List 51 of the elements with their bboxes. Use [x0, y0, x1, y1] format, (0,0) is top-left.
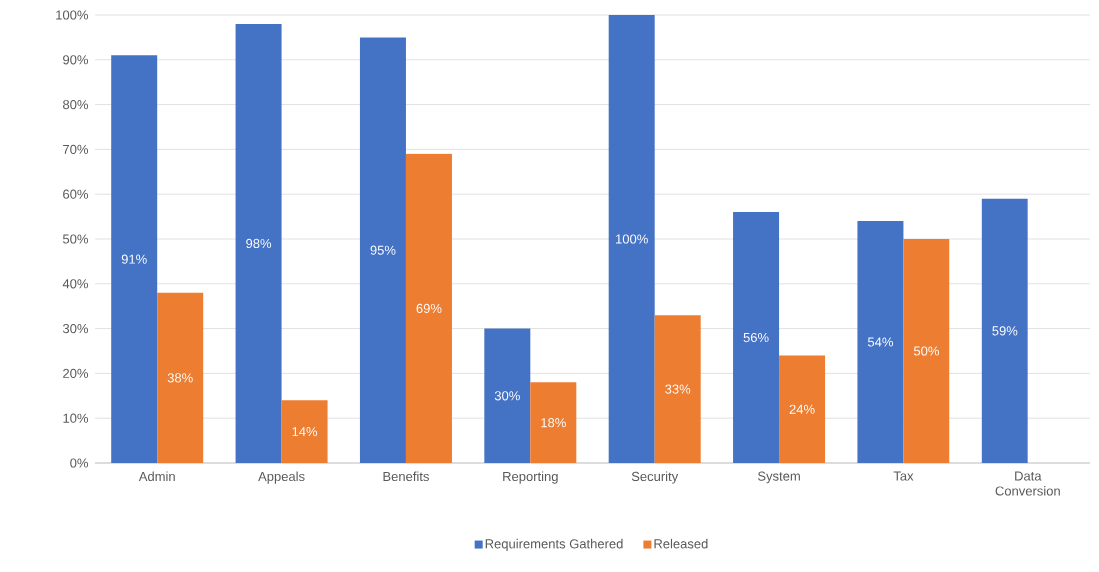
data-label: 56%: [743, 332, 769, 343]
x-tick-label: Admin: [138, 471, 175, 482]
y-tick-label: 90%: [63, 55, 89, 65]
data-label: 18%: [541, 418, 566, 428]
bar: [608, 14, 655, 463]
bar: [235, 23, 282, 463]
x-tick-label: Reporting: [503, 471, 558, 484]
data-label: 33%: [665, 384, 691, 394]
y-tick-label: 20%: [63, 368, 89, 378]
data-label: 50%: [913, 346, 939, 356]
data-label: 95%: [370, 245, 396, 255]
bar: [157, 292, 204, 463]
bar: [903, 238, 950, 463]
data-label: 30%: [494, 391, 520, 401]
y-tick-label: 100%: [56, 10, 89, 20]
y-tick-label: 10%: [63, 413, 89, 423]
x-tick-label: Appeals: [258, 471, 305, 484]
bar: [733, 212, 780, 463]
y-tick-label: 40%: [62, 279, 89, 289]
y-tick-label: 70%: [63, 144, 89, 154]
bar: [484, 328, 531, 463]
data-label: 38%: [167, 373, 193, 383]
bar: [530, 382, 577, 463]
data-label: 98%: [246, 238, 272, 249]
x-tick-label: Data Conversion: [995, 471, 1060, 496]
y-tick-label: 60%: [63, 189, 89, 199]
data-label: 100%: [616, 234, 648, 244]
bar: [281, 400, 328, 463]
bar: [111, 55, 158, 463]
legend-label: Released: [654, 538, 708, 549]
legend-label: Requirements Gathered: [485, 538, 623, 551]
bar: [359, 37, 406, 463]
y-tick-label: 30%: [62, 323, 89, 334]
y-tick-label: 0%: [70, 458, 89, 468]
data-label: 91%: [121, 254, 147, 264]
data-label: 24%: [789, 404, 815, 414]
bar: [857, 221, 904, 463]
data-label: 69%: [416, 303, 442, 314]
x-tick-label: Benefits: [383, 471, 429, 482]
x-tick-label: Tax: [893, 471, 914, 481]
data-label: 59%: [992, 326, 1018, 336]
y-tick-label: 50%: [62, 234, 89, 244]
x-tick-label: System: [757, 471, 800, 484]
y-tick-label: 80%: [63, 99, 89, 110]
data-label: 54%: [867, 337, 893, 347]
bar: [654, 315, 701, 463]
bar: [981, 198, 1028, 463]
bar: [779, 355, 826, 463]
bar: [405, 153, 452, 463]
data-label: 14%: [292, 427, 318, 437]
x-tick-label: Security: [631, 471, 679, 484]
